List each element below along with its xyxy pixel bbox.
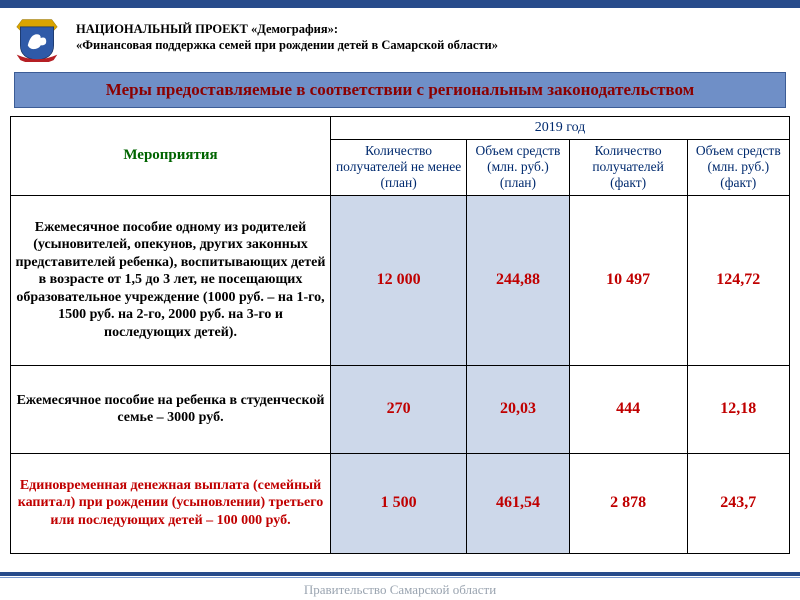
row1-plan-sum: 244,88: [467, 195, 569, 365]
row2-plan-count: 270: [331, 365, 467, 453]
col-events: Мероприятия: [11, 117, 331, 196]
measures-table: Мероприятия 2019 год Количество получате…: [10, 116, 790, 554]
col-fact-count: Количество получателей (факт): [569, 140, 687, 196]
row1-desc: Ежемесячное пособие одному из родителей …: [11, 195, 331, 365]
col-year: 2019 год: [331, 117, 790, 140]
table-row: Ежемесячное пособие одному из родителей …: [11, 195, 790, 365]
table-row: Единовременная денежная выплата (семейны…: [11, 453, 790, 553]
table-row: Ежемесячное пособие на ребенка в студенч…: [11, 365, 790, 453]
row3-desc: Единовременная денежная выплата (семейны…: [11, 453, 331, 553]
row1-fact-count: 10 497: [569, 195, 687, 365]
col-plan-sum: Объем средств (млн. руб.) (план): [467, 140, 569, 196]
row2-fact-sum: 12,18: [687, 365, 789, 453]
banner-title: Меры предоставляемые в соответствии с ре…: [14, 72, 786, 108]
row2-fact-count: 444: [569, 365, 687, 453]
col-fact-sum: Объем средств (млн. руб.) (факт): [687, 140, 789, 196]
crest-icon: [8, 14, 66, 62]
row3-fact-sum: 243,7: [687, 453, 789, 553]
row3-fact-count: 2 878: [569, 453, 687, 553]
footer-rule: [0, 572, 800, 576]
header-text: НАЦИОНАЛЬНЫЙ ПРОЕКТ «Демография»: «Финан…: [76, 22, 498, 53]
col-plan-count: Количество получателей не менее (план): [331, 140, 467, 196]
footer-text: Правительство Самарской области: [0, 582, 800, 598]
header-bar: [0, 0, 800, 8]
header: НАЦИОНАЛЬНЫЙ ПРОЕКТ «Демография»: «Финан…: [0, 8, 800, 72]
row3-plan-count: 1 500: [331, 453, 467, 553]
row2-desc: Ежемесячное пособие на ребенка в студенч…: [11, 365, 331, 453]
row1-fact-sum: 124,72: [687, 195, 789, 365]
header-line2: «Финансовая поддержка семей при рождении…: [76, 38, 498, 54]
row3-plan-sum: 461,54: [467, 453, 569, 553]
row2-plan-sum: 20,03: [467, 365, 569, 453]
header-line1: НАЦИОНАЛЬНЫЙ ПРОЕКТ «Демография»:: [76, 22, 498, 38]
row1-plan-count: 12 000: [331, 195, 467, 365]
footer-rule-thin: [0, 577, 800, 578]
